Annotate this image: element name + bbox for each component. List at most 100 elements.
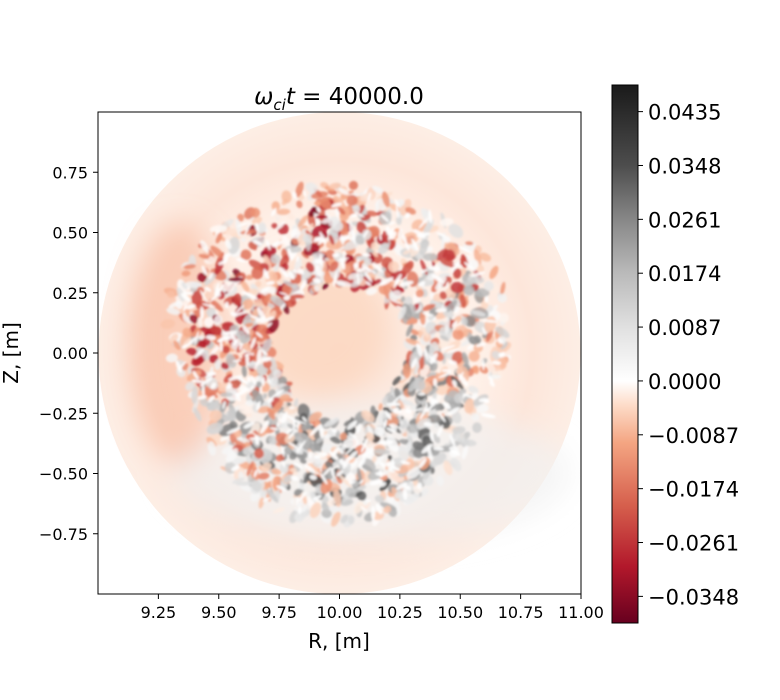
field-filament [249,314,260,321]
field-cell [435,385,450,396]
field-cell [297,215,308,228]
field-filament [180,293,192,302]
field-cell [206,422,224,435]
field-cell [450,375,464,390]
field-cell [226,353,237,368]
field-filament [452,379,457,387]
field-filament [420,269,428,274]
field-cell [240,229,258,235]
field-filament [239,342,243,351]
field-filament [223,253,231,259]
field-filament [256,401,261,411]
field-cell [173,340,181,350]
field-cell [297,482,306,490]
field-filament [259,287,270,294]
field-filament [224,301,229,309]
field-cell [500,281,506,296]
field-cell [439,335,450,342]
field-cell [165,353,178,363]
colorbar-tick-label: 0.0348 [648,154,721,178]
field-filament [262,356,272,362]
field-cell [271,223,278,229]
field-filament [498,352,505,357]
field-filament [436,232,446,238]
field-cell [251,389,264,404]
field-filament [194,348,205,359]
field-filament [449,433,456,447]
field-filament [262,497,271,502]
field-cell [439,218,454,227]
field-cell [246,461,254,476]
field-filament [475,342,486,348]
field-filament [370,506,376,520]
field-filament [435,308,448,313]
field-filament [396,305,404,310]
y-tick-label: 0.00 [52,344,88,363]
field-cell [186,347,199,356]
field-cell [167,290,176,299]
colorbar-tick-label: 0.0000 [648,370,721,394]
field-cell [410,329,419,336]
field-cell [445,340,461,354]
field-cell [242,299,254,310]
field-cell [397,445,409,462]
field-filament [421,443,433,454]
field-cell [222,280,235,293]
field-cell [321,502,330,513]
field-cell [461,439,477,447]
field-filament [436,425,444,437]
field-filament [405,409,412,414]
field-cell [210,245,224,258]
field-filament [417,392,426,396]
field-filament [369,479,383,486]
field-cell [406,466,422,480]
field-filament [237,221,250,227]
field-cell [432,293,442,303]
field-cell [343,239,360,251]
field-filament [348,432,357,439]
colorbar-tick-label: −0.0261 [648,532,739,556]
field-filament [346,420,358,430]
field-filament [191,379,205,384]
title-value: = 40000.0 [295,84,424,110]
field-cell [389,290,402,301]
field-cell [329,435,341,444]
field-filament [399,280,414,287]
field-cell [423,220,433,236]
field-cell [420,325,430,338]
field-filament [288,442,298,449]
field-cell [491,350,502,360]
field-cell [331,511,341,527]
colorbar-tick-label: 0.0087 [648,316,721,340]
field-filament [423,422,433,427]
field-filament [356,267,366,273]
field-cell [294,488,303,497]
field-filament [239,376,248,385]
field-filament [304,464,316,474]
field-cell [373,278,382,285]
field-cell [472,365,480,375]
field-cell [223,373,233,384]
field-cell [321,283,329,290]
field-cell [240,249,252,261]
field-filament [372,262,384,273]
field-cell [328,182,342,190]
field-filament [428,209,432,224]
field-filament [232,359,242,363]
field-cell [328,216,339,227]
field-filament [298,506,302,515]
field-cell [244,322,254,328]
field-cell [215,232,223,244]
colorbar: 0.0435 0.0348 0.0261 0.0174 0.0087 0.0000 −0.0… [611,84,739,624]
field-cell [448,223,464,238]
field-cell [435,276,447,290]
field-filament [248,437,260,440]
field-cell [434,402,442,411]
x-tick-label: 11.00 [558,603,604,622]
field-filament [379,482,387,487]
field-filament [363,230,369,238]
field-cell [444,317,450,335]
field-cell [472,422,482,433]
y-tick-label: −0.75 [39,525,88,544]
field-filament [287,270,295,280]
